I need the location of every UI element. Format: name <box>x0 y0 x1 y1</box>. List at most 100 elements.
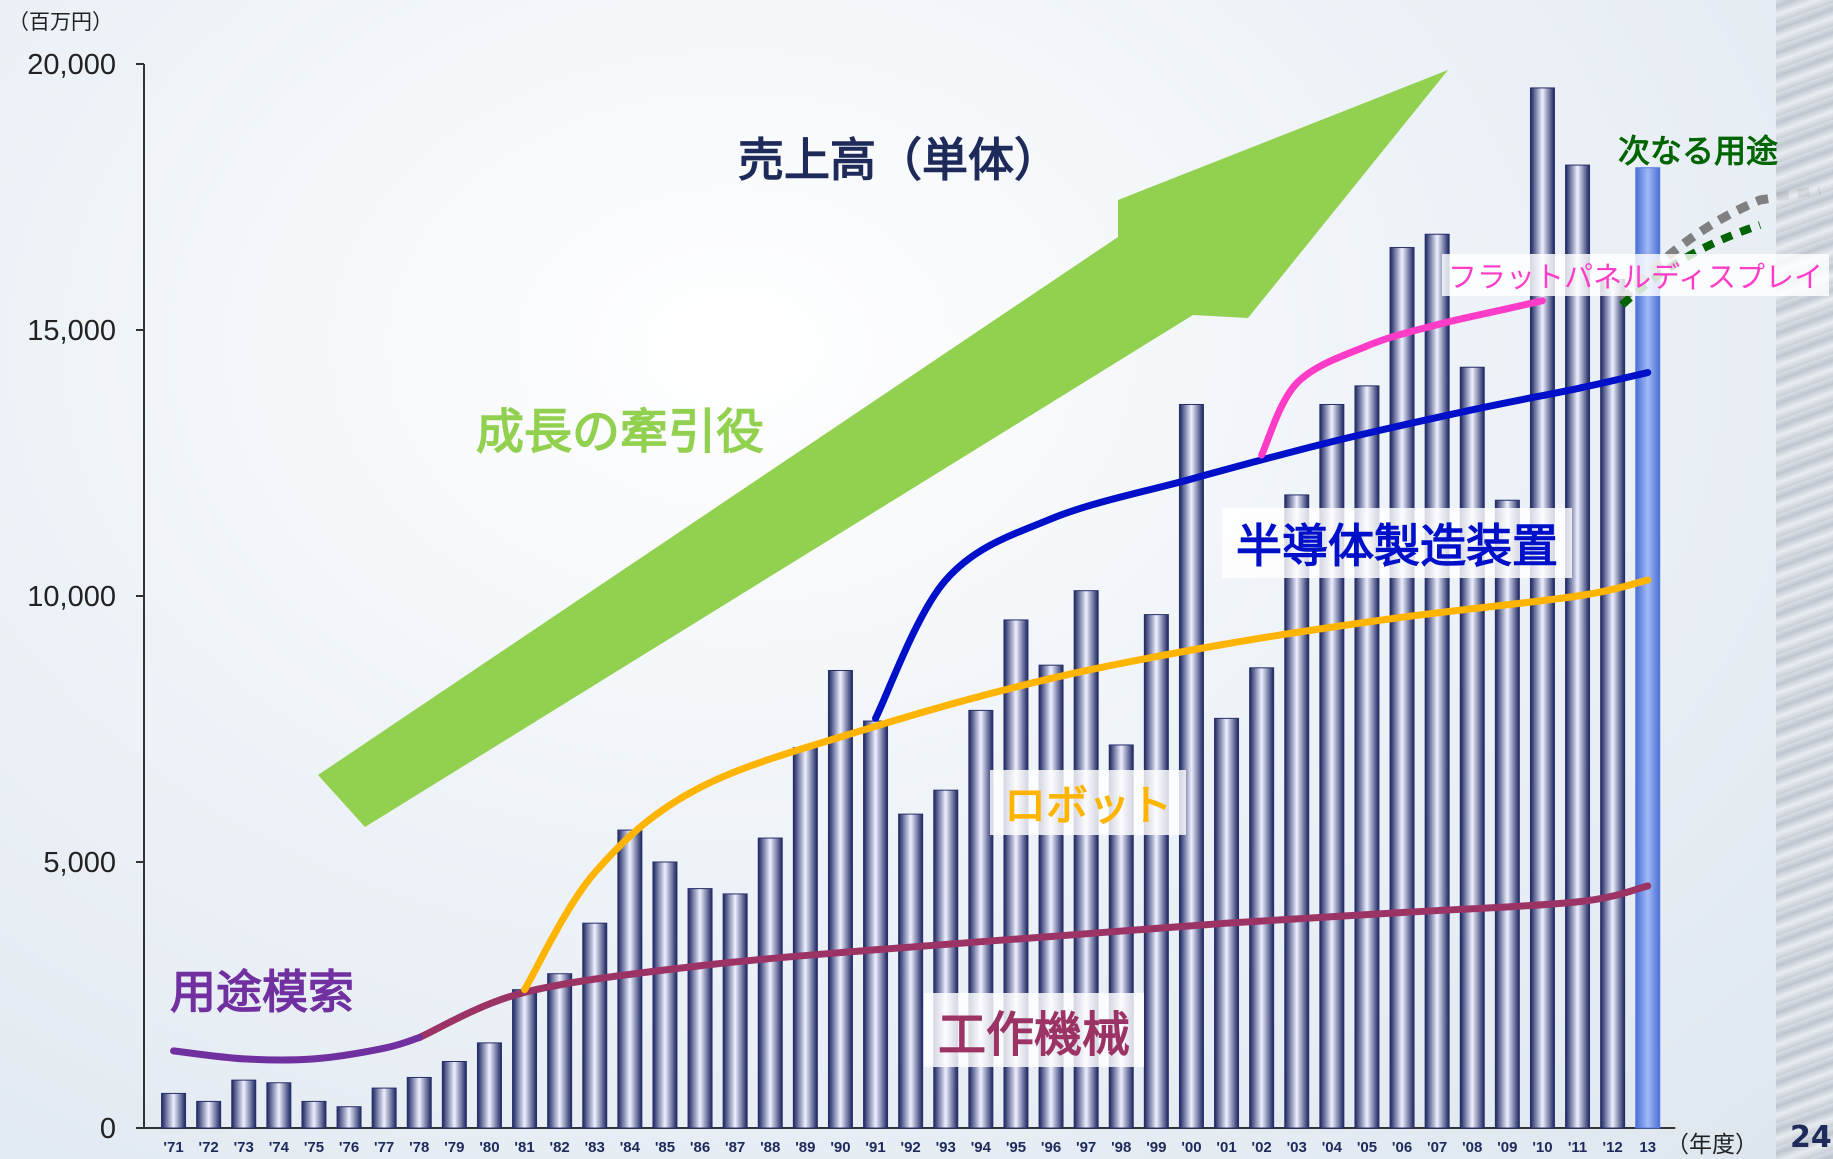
bar <box>1354 385 1380 1129</box>
x-tick-label: '04 <box>1322 1139 1343 1156</box>
x-tick-label: '99 <box>1146 1139 1166 1156</box>
bar <box>1529 87 1555 1129</box>
x-tick-label: '05 <box>1357 1139 1377 1156</box>
x-tick-label: '82 <box>550 1139 570 1156</box>
y-tick-label: 15,000 <box>27 315 116 347</box>
bar <box>476 1042 502 1129</box>
x-tick-label: '12 <box>1603 1139 1623 1156</box>
bar <box>266 1082 292 1129</box>
x-tick-label: '81 <box>514 1139 534 1156</box>
semiconductor-label: 半導体製造装置 <box>1222 508 1572 578</box>
x-tick-label: '09 <box>1497 1139 1517 1156</box>
bar <box>301 1100 327 1129</box>
bar <box>863 720 889 1129</box>
bar <box>617 829 643 1129</box>
bar <box>792 747 818 1129</box>
bar <box>1284 494 1310 1129</box>
x-tick-label: '71 <box>163 1139 183 1156</box>
x-tick-label: '72 <box>199 1139 219 1156</box>
y-unit-label: （百万円） <box>8 10 113 34</box>
trend-line <box>521 576 1652 994</box>
bar <box>1565 164 1591 1129</box>
bar <box>441 1061 467 1129</box>
trend-line <box>872 369 1652 722</box>
bar <box>161 1092 187 1129</box>
y-tick-label: 0 <box>100 1113 116 1145</box>
bar <box>1389 247 1415 1129</box>
bar <box>652 861 678 1129</box>
exploring-label: 用途模索 <box>170 965 354 1019</box>
x-tick-label: '89 <box>795 1139 815 1156</box>
x-tick-label: '98 <box>1111 1139 1131 1156</box>
bar <box>1459 366 1485 1129</box>
bar <box>1178 403 1204 1129</box>
x-tick-label: '06 <box>1392 1139 1412 1156</box>
bar <box>722 893 748 1129</box>
tick-labels: 0 5,000 10,000 15,000 20,000 '71 '72 '73 '74 '75 '… <box>27 49 1656 1156</box>
y-tick-label: 10,000 <box>27 581 116 613</box>
bar <box>933 789 959 1129</box>
x-tick-label: '86 <box>690 1139 710 1156</box>
x-tick-label: '90 <box>830 1139 850 1156</box>
x-tick-label: 13 <box>1639 1139 1656 1156</box>
x-tick-label: '85 <box>655 1139 675 1156</box>
x-tick-label: '76 <box>339 1139 359 1156</box>
y-tick-label: 20,000 <box>27 49 116 81</box>
bar <box>196 1100 222 1129</box>
chart-title: 売上高（単体） <box>738 133 1060 187</box>
bar-series <box>161 87 1661 1129</box>
x-tick-label: '07 <box>1427 1139 1447 1156</box>
x-unit-label: （年度） <box>1666 1132 1758 1158</box>
x-tick-label: '84 <box>620 1139 641 1156</box>
bar <box>547 973 573 1129</box>
y-tick-label: 5,000 <box>43 847 116 879</box>
bar <box>1600 278 1626 1129</box>
x-tick-label: '95 <box>1006 1139 1026 1156</box>
trend-line <box>415 882 1652 1042</box>
bar <box>1424 233 1450 1129</box>
next-use-label: 次なる用途 <box>1618 132 1779 170</box>
robots-label: ロボット <box>990 770 1187 835</box>
x-tick-label: '08 <box>1462 1139 1482 1156</box>
decorative-edge <box>1776 0 1833 1159</box>
bar <box>1494 499 1520 1129</box>
bar <box>512 989 538 1129</box>
growth-arrow <box>318 70 1448 827</box>
x-tick-label: '92 <box>901 1139 921 1156</box>
bar <box>371 1087 397 1129</box>
x-tick-label: '78 <box>409 1139 429 1156</box>
x-tick-label: '77 <box>374 1139 394 1156</box>
bar <box>898 813 924 1129</box>
bar <box>687 888 713 1129</box>
bar <box>757 837 783 1129</box>
x-tick-label: '01 <box>1216 1139 1236 1156</box>
x-tick-label: '93 <box>936 1139 956 1156</box>
x-tick-label: '10 <box>1532 1139 1552 1156</box>
x-tick-label: '74 <box>269 1139 290 1156</box>
x-tick-label: '79 <box>444 1139 464 1156</box>
x-tick-label: '11 <box>1568 1139 1587 1156</box>
x-tick-label: '97 <box>1076 1139 1096 1156</box>
x-tick-label: '83 <box>585 1139 605 1156</box>
bar <box>231 1079 257 1129</box>
trend-line <box>1258 297 1546 459</box>
x-tick-label: '80 <box>479 1139 499 1156</box>
bar <box>1635 167 1661 1129</box>
bar <box>827 669 853 1129</box>
growth-driver-label: 成長の牽引役 <box>476 404 765 460</box>
x-tick-label: '91 <box>865 1139 885 1156</box>
x-tick-label: '73 <box>234 1139 254 1156</box>
flat-panel-label: フラットパネルディスプレイ <box>1442 254 1829 296</box>
trend-line <box>170 1034 423 1064</box>
x-tick-label: '96 <box>1041 1139 1061 1156</box>
x-tick-label: '75 <box>304 1139 324 1156</box>
machine-tools-label: 工作機械 <box>924 993 1145 1067</box>
bar <box>1143 614 1169 1129</box>
x-tick-label: '88 <box>760 1139 780 1156</box>
bar <box>582 922 608 1129</box>
bar <box>336 1106 362 1129</box>
bar <box>406 1076 432 1129</box>
page-number: 24 <box>1790 1120 1832 1155</box>
bar <box>1249 667 1275 1129</box>
x-tick-label: '00 <box>1181 1139 1201 1156</box>
